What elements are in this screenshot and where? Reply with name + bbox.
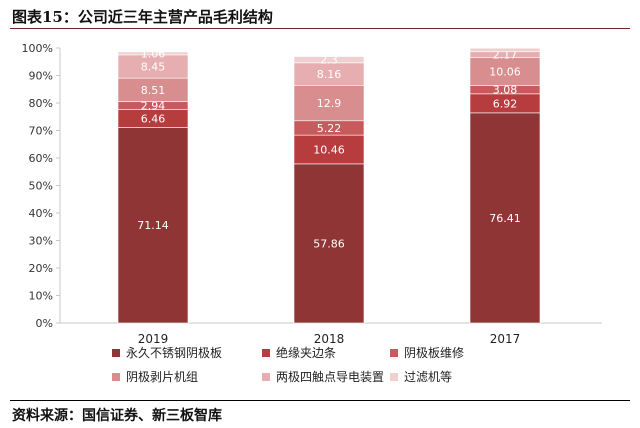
y-tick-label: 40% <box>29 207 53 220</box>
bar-segment <box>469 47 541 53</box>
bar-segment <box>117 127 189 324</box>
bar-segment <box>469 57 541 86</box>
data-label: 3.08 <box>493 84 518 97</box>
y-tick-label: 90% <box>29 70 53 83</box>
x-tick-label: 2018 <box>314 332 345 345</box>
y-tick-label: 30% <box>29 235 53 248</box>
data-label: 8.45 <box>141 60 166 73</box>
y-tick-label: 70% <box>29 125 53 138</box>
bar-segment <box>293 56 365 64</box>
legend-swatch <box>390 348 398 357</box>
legend-item: 阴极板维修 <box>390 344 464 361</box>
x-tick-label: 2019 <box>138 332 169 345</box>
data-label: 8.51 <box>141 84 166 97</box>
stacked-bar-chart: 0% 10% 20% 30% 40% 50% 60% 70% 80% 90% 100% 71.14 6.… <box>22 42 602 345</box>
title-divider <box>10 28 630 29</box>
legend-item: 永久不锈钢阴极板 <box>112 344 222 361</box>
data-label: 8.16 <box>317 68 342 81</box>
y-tick-label: 50% <box>29 180 53 193</box>
data-label: 10.46 <box>313 144 345 157</box>
legend-item: 绝缘夹边条 <box>262 344 336 361</box>
y-tick-label: 100% <box>22 42 53 55</box>
source-divider <box>10 400 630 401</box>
legend-label: 阴极板维修 <box>404 346 465 360</box>
data-label: 1.06 <box>141 47 166 60</box>
data-label: 5.22 <box>317 122 342 135</box>
data-label: 71.14 <box>137 219 169 232</box>
x-tick-label: 2017 <box>490 332 521 345</box>
legend-label: 两极四触点导电装置 <box>276 370 385 384</box>
y-tick-label: 20% <box>29 262 53 275</box>
legend-label: 过滤机等 <box>404 370 453 384</box>
legend-item: 两极四触点导电装置 <box>262 368 384 385</box>
legend-label: 阴极剥片机组 <box>126 370 199 384</box>
legend-item: 过滤机等 <box>390 368 452 385</box>
y-tick-label: 10% <box>29 290 53 303</box>
data-label: 6.46 <box>141 112 166 125</box>
legend-swatch <box>262 372 270 381</box>
legend-item: 阴极剥片机组 <box>112 368 198 385</box>
data-label: 2.3 <box>320 54 338 67</box>
y-tick-label: 0% <box>36 317 53 330</box>
legend-label: 绝缘夹边条 <box>276 346 337 360</box>
data-label: 10.06 <box>489 66 521 79</box>
bar-segment <box>293 134 365 165</box>
legend-swatch <box>390 372 398 381</box>
legend-label: 永久不锈钢阴极板 <box>126 346 223 360</box>
y-tick-label: 60% <box>29 152 53 165</box>
legend-swatch <box>112 348 120 357</box>
bar-segment <box>117 51 189 56</box>
data-label: 2.94 <box>141 100 166 113</box>
legend-swatch <box>112 372 120 381</box>
data-label: 57.86 <box>313 237 345 250</box>
data-label: 6.92 <box>493 97 518 110</box>
bar-segment <box>469 112 541 324</box>
y-tick-label: 80% <box>29 97 53 110</box>
data-label: 12.9 <box>317 97 342 110</box>
chart-title: 图表15：公司近三年主营产品毛利结构 <box>12 8 273 26</box>
legend-swatch <box>262 348 270 357</box>
source-note: 资料来源：国信证券、新三板智库 <box>12 408 222 424</box>
data-label: 76.41 <box>489 212 521 225</box>
